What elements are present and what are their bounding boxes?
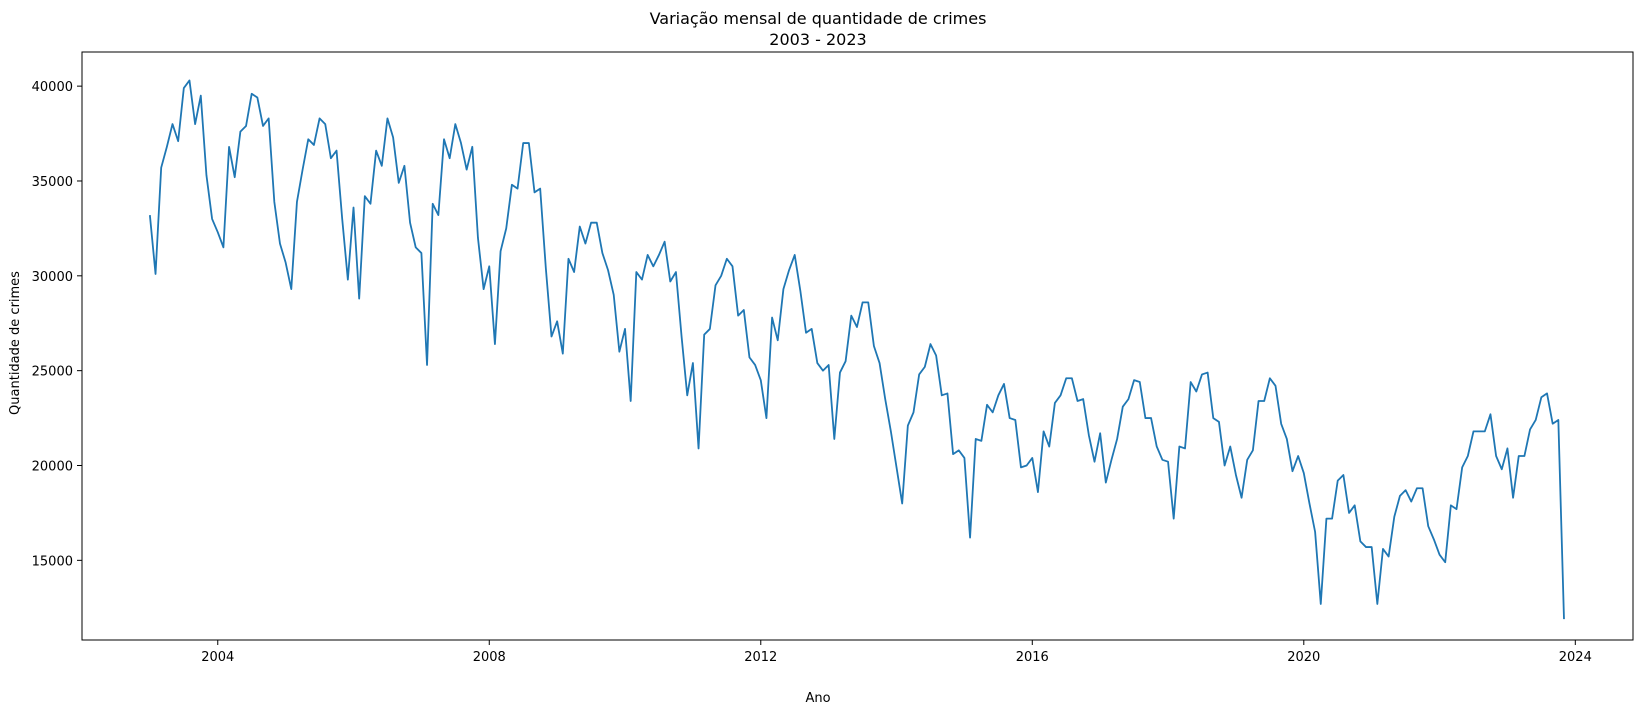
plot-area-frame <box>81 51 1634 641</box>
y-axis-label: Quantidade de crimes <box>8 271 23 415</box>
x-tick-label: 2008 <box>473 650 506 665</box>
chart-subtitle: 2003 - 2023 <box>769 30 866 49</box>
x-tick-label: 2016 <box>1016 650 1049 665</box>
x-tick-label: 2024 <box>1559 650 1592 665</box>
chart-title: Variação mensal de quantidade de crimes <box>650 9 987 28</box>
series-line <box>148 79 1565 620</box>
y-tick-label: 40000 <box>32 80 73 95</box>
x-tick-label: 2020 <box>1287 650 1320 665</box>
y-tick-label: 25000 <box>32 365 73 380</box>
x-axis-label: Ano <box>805 691 830 706</box>
y-tick-label: 15000 <box>32 554 73 569</box>
y-tick-label: 35000 <box>32 175 73 190</box>
x-axis-ticks: 2004 2008 2012 2016 2020 2024 <box>201 640 1592 665</box>
y-tick-label: 30000 <box>32 270 73 285</box>
y-tick-label: 20000 <box>32 459 73 474</box>
x-tick-label: 2004 <box>201 650 234 665</box>
y-axis-ticks: 15000 20000 25000 30000 35000 40000 <box>32 80 82 569</box>
x-tick-label: 2012 <box>744 650 777 665</box>
